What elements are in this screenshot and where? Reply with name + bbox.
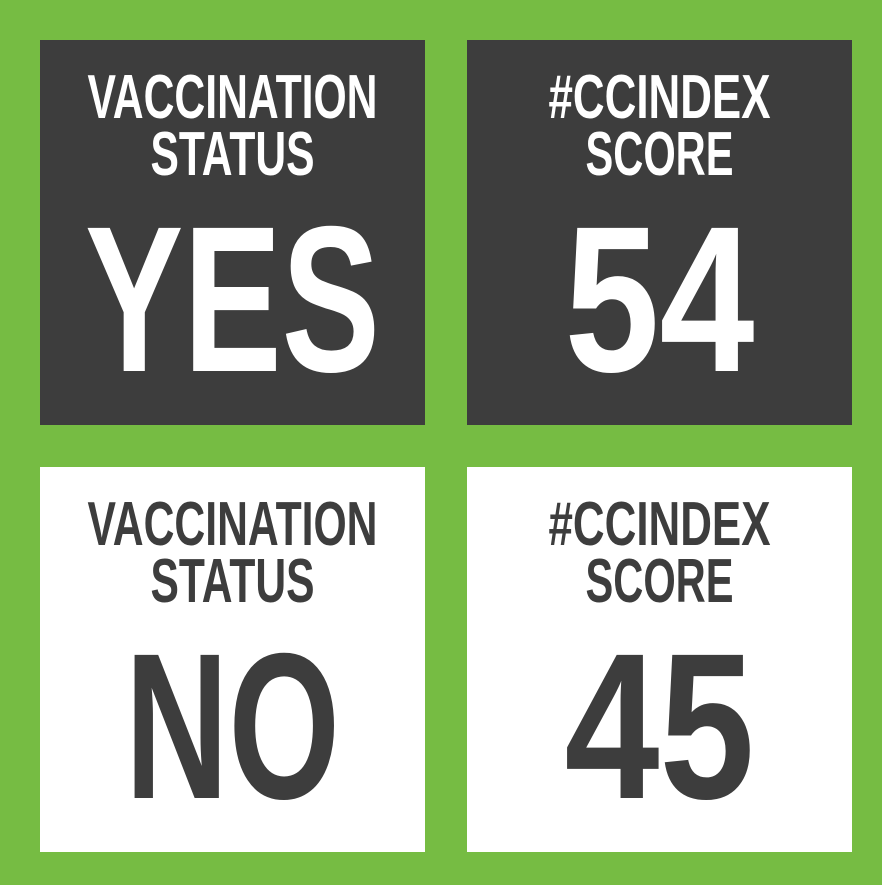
tile-label: #CCINDEX (549, 490, 771, 559)
tile-label: STATUS (151, 120, 315, 189)
tile (40, 40, 425, 425)
tile-value: YES (85, 184, 380, 416)
tile-label: SCORE (586, 120, 734, 189)
tile (40, 467, 425, 852)
tile (467, 40, 852, 425)
tile-value: 54 (565, 184, 755, 416)
tile-label: STATUS (151, 547, 315, 616)
tile (467, 467, 852, 852)
tile-value: NO (125, 611, 340, 843)
tile-label: SCORE (586, 547, 734, 616)
tile-label: VACCINATION (88, 490, 378, 559)
tile-label: VACCINATION (88, 63, 378, 132)
tile-label: #CCINDEX (549, 63, 771, 132)
tile-value: 45 (565, 611, 755, 843)
